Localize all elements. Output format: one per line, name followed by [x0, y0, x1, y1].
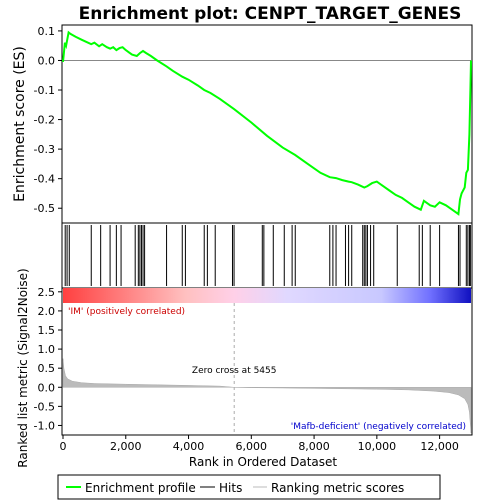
- es-y-tick-label: 0.1: [38, 25, 56, 38]
- es-y-axis-label: Enrichment score (ES): [12, 46, 28, 202]
- metric-y-tick-label: 0.5: [38, 362, 56, 375]
- es-y-tick-label: -0.1: [34, 84, 55, 97]
- x-tick-label: 4,000: [173, 440, 205, 453]
- chart-title: Enrichment plot: CENPT_TARGET_GENES: [79, 4, 462, 24]
- metric-y-axis-label: Ranked list metric (Signal2Noise): [16, 268, 30, 467]
- legend-enrichment-label: Enrichment profile: [85, 481, 196, 495]
- es-y-tick-label: -0.5: [34, 202, 55, 215]
- x-tick-label: 10,000: [358, 440, 397, 453]
- legend-hits-label: Hits: [219, 481, 242, 495]
- es-y-tick-label: 0.0: [38, 54, 56, 67]
- legend-ranking-label: Ranking metric scores: [271, 481, 404, 495]
- metric-y-tick-label: -0.5: [34, 400, 55, 413]
- metric-y-tick-label: 1.0: [38, 343, 56, 356]
- metric-panel: Zero cross at 5455 'IM' (positively corr…: [16, 268, 473, 469]
- metric-panel-frame: [61, 287, 473, 436]
- es-panel: 0.1 0.0 -0.1 -0.2 -0.3 -0.4 -0.5 Enrichment sc…: [12, 24, 473, 224]
- x-tick-label: 0: [60, 440, 67, 453]
- es-y-tick-label: -0.3: [34, 143, 55, 156]
- rank-color-bar: [63, 288, 471, 303]
- x-tick-label: 2,000: [110, 440, 142, 453]
- zero-cross-label: Zero cross at 5455: [192, 366, 277, 376]
- x-tick-label: 8,000: [298, 440, 330, 453]
- enrichment-profile-line: [62, 30, 472, 216]
- metric-y-tick-label: 2.0: [38, 305, 56, 318]
- hits-panel-frame: [61, 222, 473, 289]
- positive-correlation-label: 'IM' (positively correlated): [68, 307, 185, 317]
- es-y-tick-label: -0.4: [34, 173, 55, 186]
- negative-correlation-label: 'Mafb-deficient' (negatively correlated): [291, 422, 466, 432]
- x-tick-label: 12,000: [420, 440, 459, 453]
- x-axis-label: Rank in Ordered Dataset: [189, 455, 337, 469]
- metric-y-tick-label: 0.0: [38, 381, 56, 394]
- es-panel-frame: [61, 24, 473, 224]
- legend: Enrichment profile Hits Ranking metric s…: [57, 474, 441, 500]
- metric-y-tick-label: 1.5: [38, 324, 56, 337]
- es-y-tick-label: -0.2: [34, 114, 55, 127]
- metric-y-tick-label: -1.0: [34, 419, 55, 432]
- hits-panel: [61, 222, 473, 289]
- x-tick-label: 6,000: [236, 440, 268, 453]
- ranking-metric-area: [62, 358, 472, 434]
- metric-y-tick-label: 2.5: [38, 286, 56, 299]
- legend-frame: [57, 474, 441, 500]
